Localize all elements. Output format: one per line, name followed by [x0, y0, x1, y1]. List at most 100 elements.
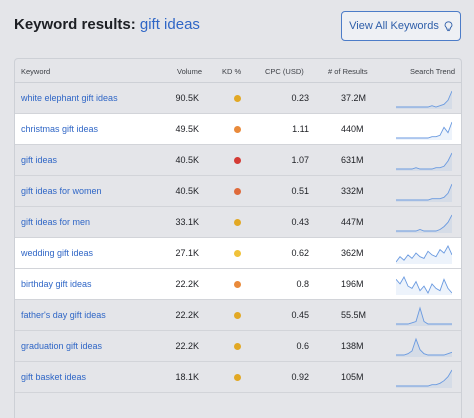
cpc-value: 0.92 [291, 372, 309, 382]
volume-value: 22.2K [175, 341, 199, 351]
trend-area [396, 370, 452, 388]
table-row[interactable]: christmas gift ideas 49.5K 1.11 440M [15, 114, 461, 145]
cpc-value: 0.23 [291, 93, 309, 103]
cpc-value: 0.51 [291, 186, 309, 196]
trend-area [396, 308, 452, 326]
cpc-value: 0.45 [291, 310, 309, 320]
table-header: Keyword Volume KD % CPC (USD) # of Resul… [15, 59, 461, 83]
kd-indicator [234, 188, 241, 195]
kd-indicator [234, 126, 241, 133]
volume-value: 40.5K [175, 186, 199, 196]
trend-area [396, 122, 452, 140]
table-row[interactable]: birthday gift ideas 22.2K 0.8 196M [15, 269, 461, 300]
search-trend-sparkline [396, 306, 452, 326]
trend-line [396, 245, 452, 263]
trend-area [396, 91, 452, 109]
kd-indicator [234, 374, 241, 381]
cpc-value: 0.6 [296, 341, 309, 351]
volume-value: 49.5K [175, 124, 199, 134]
trend-area [396, 339, 452, 357]
cpc-value: 1.11 [292, 124, 309, 134]
page-title: Keyword results: gift ideas [14, 16, 200, 33]
search-trend-sparkline [396, 152, 452, 171]
trend-area [396, 153, 452, 171]
kd-indicator [234, 250, 241, 257]
keyword-table: Keyword Volume KD % CPC (USD) # of Resul… [14, 58, 462, 418]
table-row[interactable]: gift ideas for women 40.5K 0.51 332M [15, 176, 461, 207]
volume-value: 18.1K [175, 372, 199, 382]
col-keyword[interactable]: Keyword [21, 67, 51, 76]
results-value: 196M [341, 279, 364, 289]
results-value: 37.2M [341, 93, 367, 103]
volume-value: 33.1K [175, 217, 199, 227]
search-trend-sparkline [396, 369, 452, 388]
cpc-value: 0.62 [291, 248, 309, 258]
query-text: gift ideas [139, 16, 200, 33]
view-all-keywords-button[interactable]: View All Keywords [341, 11, 461, 41]
table-row[interactable]: graduation gift ideas 22.2K 0.6 138M [15, 331, 461, 362]
cpc-value: 0.43 [291, 217, 309, 227]
table-row[interactable]: father's day gift ideas 22.2K 0.45 55.5M [15, 300, 461, 331]
table-row[interactable]: gift basket ideas 18.1K 0.92 105M [15, 362, 461, 393]
lightbulb-icon [444, 20, 453, 31]
volume-value: 22.2K [175, 279, 199, 289]
results-value: 447M [341, 217, 364, 227]
col-kd[interactable]: KD % [222, 67, 242, 76]
search-trend-sparkline [396, 276, 452, 295]
kd-indicator [234, 95, 241, 102]
trend-area [396, 277, 452, 295]
kd-indicator [234, 157, 241, 164]
table-row[interactable]: gift ideas for men 33.1K 0.43 447M [15, 207, 461, 238]
col-cpc[interactable]: CPC (USD) [265, 67, 304, 76]
keyword-link[interactable]: christmas gift ideas [21, 124, 99, 134]
trend-line [396, 214, 452, 232]
keyword-link[interactable]: gift ideas for men [21, 217, 91, 227]
results-value: 362M [341, 248, 364, 258]
keyword-link[interactable]: white elephant gift ideas [21, 93, 118, 103]
kd-indicator [234, 281, 241, 288]
cpc-value: 1.07 [291, 155, 309, 165]
search-trend-sparkline [396, 245, 452, 264]
results-value: 631M [341, 155, 364, 165]
volume-value: 40.5K [175, 155, 199, 165]
table-row[interactable]: white elephant gift ideas 90.5K 0.23 37.2M [15, 83, 461, 114]
cpc-value: 0.8 [296, 279, 309, 289]
keyword-link[interactable]: wedding gift ideas [21, 248, 94, 258]
trend-area [396, 215, 452, 233]
keyword-link[interactable]: gift ideas [21, 155, 58, 165]
volume-value: 22.2K [175, 310, 199, 320]
search-trend-sparkline [396, 90, 452, 109]
results-value: 105M [341, 372, 364, 382]
trend-line [396, 369, 452, 387]
trend-line [396, 337, 452, 356]
keyword-link[interactable]: gift ideas for women [21, 186, 102, 196]
kd-indicator [234, 219, 241, 226]
table-row[interactable]: gift ideas 40.5K 1.07 631M [15, 145, 461, 176]
keyword-link[interactable]: father's day gift ideas [21, 310, 106, 320]
trend-area [396, 246, 452, 264]
trend-line [396, 121, 452, 139]
results-value: 55.5M [341, 310, 367, 320]
table-row[interactable]: wedding gift ideas 27.1K 0.62 362M [15, 238, 461, 269]
results-value: 138M [341, 341, 364, 351]
keyword-link[interactable]: gift basket ideas [21, 372, 87, 382]
title-prefix: Keyword results: [14, 16, 136, 33]
trend-line [396, 90, 452, 108]
kd-indicator [234, 312, 241, 319]
search-trend-sparkline [396, 214, 452, 233]
kd-indicator [234, 343, 241, 350]
trend-area [396, 184, 452, 202]
keyword-link[interactable]: graduation gift ideas [21, 341, 103, 351]
col-trend: Search Trend [410, 67, 456, 76]
results-value: 440M [341, 124, 364, 134]
keyword-link[interactable]: birthday gift ideas [21, 279, 92, 289]
col-volume[interactable]: Volume [177, 67, 203, 76]
trend-line [396, 276, 452, 294]
col-results[interactable]: # of Results [328, 67, 368, 76]
volume-value: 27.1K [175, 248, 199, 258]
volume-value: 90.5K [175, 93, 199, 103]
trend-line [396, 183, 452, 201]
results-value: 332M [341, 186, 364, 196]
view-all-label: View All Keywords [349, 20, 439, 32]
search-trend-sparkline [396, 121, 452, 140]
